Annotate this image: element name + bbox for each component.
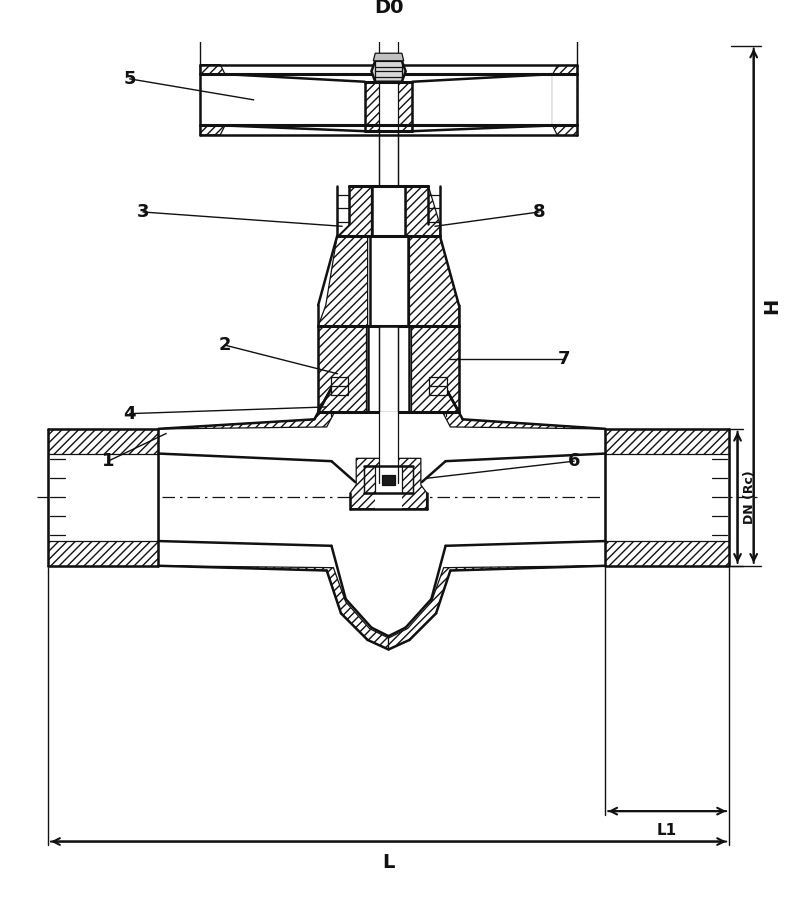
Polygon shape — [552, 125, 577, 135]
Text: 3: 3 — [137, 203, 150, 221]
Polygon shape — [379, 25, 398, 131]
Polygon shape — [606, 454, 729, 541]
Polygon shape — [552, 65, 577, 75]
Polygon shape — [379, 326, 398, 412]
Text: L1: L1 — [657, 823, 678, 837]
Polygon shape — [365, 82, 412, 131]
Polygon shape — [158, 565, 389, 649]
Polygon shape — [368, 326, 410, 412]
Text: L: L — [382, 853, 394, 872]
Polygon shape — [375, 466, 402, 509]
Polygon shape — [200, 75, 225, 125]
Polygon shape — [200, 125, 225, 135]
Polygon shape — [337, 186, 371, 235]
Polygon shape — [48, 454, 158, 541]
Polygon shape — [350, 458, 426, 509]
Polygon shape — [430, 377, 446, 395]
Text: 5: 5 — [124, 70, 136, 88]
Text: 7: 7 — [558, 350, 570, 368]
Polygon shape — [48, 429, 158, 565]
Polygon shape — [412, 75, 577, 131]
Polygon shape — [382, 475, 395, 484]
Polygon shape — [200, 65, 225, 75]
Polygon shape — [410, 235, 459, 326]
Polygon shape — [606, 429, 729, 565]
Text: 8: 8 — [533, 203, 545, 221]
Polygon shape — [402, 466, 414, 493]
Text: 4: 4 — [124, 405, 136, 423]
Text: H: H — [762, 297, 782, 314]
Polygon shape — [48, 25, 729, 654]
Polygon shape — [318, 235, 368, 326]
Polygon shape — [379, 412, 398, 483]
Polygon shape — [372, 186, 405, 235]
Polygon shape — [200, 75, 365, 131]
Text: 2: 2 — [218, 336, 231, 355]
Polygon shape — [552, 75, 577, 125]
Polygon shape — [330, 377, 348, 395]
Text: DN (Rc): DN (Rc) — [743, 471, 756, 524]
Polygon shape — [411, 326, 459, 412]
Text: D0: D0 — [374, 0, 403, 17]
Polygon shape — [370, 235, 407, 326]
Polygon shape — [406, 186, 440, 235]
Polygon shape — [379, 131, 398, 186]
Polygon shape — [318, 326, 366, 412]
Polygon shape — [371, 61, 406, 82]
Polygon shape — [431, 379, 606, 429]
Polygon shape — [374, 54, 404, 61]
Polygon shape — [158, 379, 346, 429]
Polygon shape — [389, 565, 606, 649]
Text: 1: 1 — [102, 452, 114, 470]
Text: 6: 6 — [568, 452, 580, 470]
Polygon shape — [364, 466, 375, 493]
